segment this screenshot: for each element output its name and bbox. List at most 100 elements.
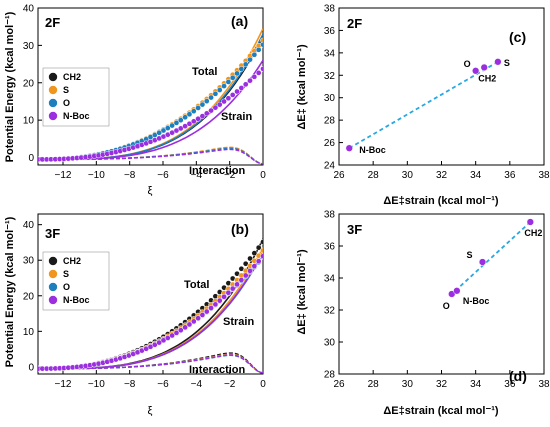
x-tick-label: −8 (124, 170, 136, 181)
x-tick-label: −4 (191, 170, 203, 181)
panel-a-frame (37, 7, 264, 166)
x-tick-label: −6 (157, 379, 169, 390)
panel-d-system-label: 3F (347, 222, 362, 237)
panel-a-legend: CH2 SO N-Boc (42, 67, 110, 127)
legend-marker-N-Boc (48, 295, 58, 305)
y-tick-label: 20 (23, 291, 35, 302)
total-point-N-Boc (251, 73, 258, 80)
total-point-N-Boc (216, 101, 223, 108)
total-point-O (238, 66, 245, 72)
panel-a-tag: (a) (231, 13, 248, 29)
total-point-N-Boc (221, 98, 227, 105)
x-tick-label: 32 (436, 170, 448, 181)
total-point-CH2 (247, 255, 253, 262)
total-point-O (234, 70, 240, 77)
x-tick-label: −8 (124, 379, 136, 390)
panel-c-xlabel: ΔE‡strain (kcal mol⁻¹) (383, 195, 499, 207)
panel-b-strain-label: Strain (223, 316, 254, 328)
total-point-O (195, 105, 201, 111)
x-tick-label: 32 (436, 379, 448, 390)
total-point-O (247, 56, 253, 63)
legend-label-O: O (63, 98, 70, 108)
y-tick-label: 24 (324, 161, 336, 172)
panel-b-system-label: 3F (45, 226, 60, 241)
legend-label-CH2: CH2 (63, 72, 81, 82)
total-point-O (190, 108, 197, 115)
total-point-N-Boc (182, 123, 188, 129)
y-tick-label: 38 (324, 4, 336, 15)
total-point-N-Boc (247, 77, 253, 84)
total-point-N-Boc (182, 324, 188, 331)
panel-b-ticks: −12 −10 −8 −6 −4 −2 0 0 10 20 30 40 (23, 220, 266, 390)
y-tick-label: 38 (324, 210, 336, 221)
x-tick-label: −2 (224, 379, 236, 390)
legend-label-S: S (63, 269, 69, 279)
total-point-N-Boc (225, 289, 232, 296)
total-point-N-Boc (177, 327, 184, 334)
total-point-N-Boc (212, 301, 219, 308)
y-tick-label: 10 (23, 327, 35, 338)
total-point-N-Boc (238, 277, 245, 283)
panel-b-xlabel: ξ (148, 405, 153, 417)
total-point-N-Boc (255, 70, 262, 76)
x-tick-label: 0 (260, 379, 266, 390)
y-tick-label: 0 (28, 362, 34, 373)
total-point-N-Boc (208, 305, 214, 311)
total-point-N-Boc (177, 125, 184, 132)
y-tick-label: 36 (324, 242, 336, 253)
panel-a-ticks: −12 −10 −8 −6 −4 −2 0 0 10 20 30 40 (23, 4, 266, 182)
legend-label-S: S (63, 85, 69, 95)
y-tick-label: 30 (23, 256, 35, 267)
total-point-S (260, 247, 263, 254)
panel-b-plot (38, 238, 263, 374)
panel-a-system-label: 2F (45, 15, 60, 30)
total-point-O (203, 98, 210, 104)
panel-c-point (345, 144, 353, 152)
x-tick-label: 28 (368, 170, 380, 181)
panel-d-tag: (d) (509, 368, 527, 384)
panel-b-interaction-label: Interaction (189, 364, 246, 376)
total-point-O (221, 83, 227, 89)
total-point-N-Boc (234, 281, 240, 288)
x-tick-label: 26 (333, 170, 345, 181)
total-point-CH2 (251, 250, 258, 256)
total-point-N-Boc (225, 95, 232, 102)
total-point-N-Boc (255, 258, 262, 265)
panel-d-xlabel: ΔE‡strain (kcal mol⁻¹) (383, 405, 499, 417)
panel-d-point (478, 258, 487, 266)
panel-b-frame (37, 213, 264, 375)
panel-d-point-label: N-Boc (463, 296, 490, 306)
x-tick-label: 38 (538, 379, 550, 390)
panel-c-point-label: CH2 (478, 73, 496, 83)
y-tick-label: 26 (324, 138, 336, 149)
x-tick-label: 36 (504, 379, 516, 390)
total-point-N-Boc (212, 104, 219, 111)
total-point-N-Boc (251, 263, 258, 269)
total-point-N-Boc (190, 318, 197, 325)
total-point-N-Boc (195, 115, 201, 122)
y-tick-label: 40 (23, 220, 35, 231)
panel-a-ylabel: Potential Energy (kcal mol⁻¹) (4, 11, 16, 162)
total-point-N-Boc (203, 110, 210, 117)
total-point-O (156, 129, 163, 136)
panel-d-point-label: O (443, 301, 450, 311)
x-tick-label: −2 (224, 170, 236, 181)
total-point-O (251, 51, 258, 58)
legend-label-O: O (63, 282, 70, 292)
y-tick-label: 30 (324, 93, 336, 104)
panel-d-point-label: CH2 (524, 228, 542, 238)
legend-label-CH2: CH2 (63, 256, 81, 266)
panel-b-tag: (b) (231, 221, 249, 237)
y-tick-label: 28 (324, 116, 336, 127)
x-tick-label: −6 (157, 170, 169, 181)
y-tick-label: 34 (324, 274, 336, 285)
total-point-O (199, 101, 206, 108)
panel-b-legend: CH2 SO N-Boc (42, 251, 110, 311)
panel-d-fit-line (449, 221, 531, 297)
legend-marker-N-Boc (48, 111, 58, 121)
x-tick-label: 34 (470, 379, 482, 390)
panel-c-ylabel: ΔE‡ (kcal mol⁻¹) (296, 44, 308, 130)
legend-marker-O (48, 282, 58, 292)
panel-a-strain-label: Strain (221, 111, 252, 123)
